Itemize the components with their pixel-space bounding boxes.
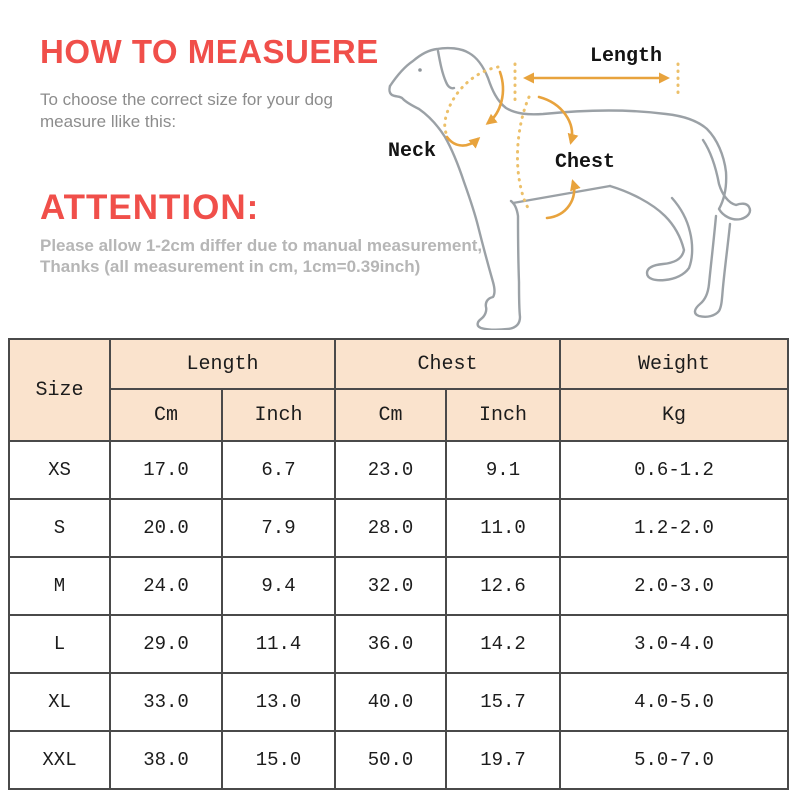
attention-note: Please allow 1-2cm differ due to manual … xyxy=(40,235,482,277)
cell-size: XL xyxy=(8,672,111,732)
cell-size: XXL xyxy=(8,730,111,790)
cell-weight: 5.0-7.0 xyxy=(559,730,790,790)
cell-length-cm: 33.0 xyxy=(109,672,223,732)
cell-chest-inch: 12.6 xyxy=(445,556,562,616)
cell-chest-cm: 40.0 xyxy=(334,672,448,732)
size-chart: Size Length Chest Weight Cm Inch Cm Inch… xyxy=(8,338,790,790)
measurement-arrows xyxy=(445,70,665,220)
cell-size: S xyxy=(8,498,111,558)
neck-guide-arc xyxy=(443,65,500,137)
dog-near-hind-leg xyxy=(608,184,694,282)
column-header-length: Length xyxy=(108,338,337,390)
measurement-guides xyxy=(443,62,680,213)
column-header-weight: Weight xyxy=(559,338,790,390)
neck-arrow-lower xyxy=(445,135,481,149)
cell-length-inch: 13.0 xyxy=(220,672,337,732)
cell-chest-inch: 15.7 xyxy=(445,672,562,732)
length-label: Length xyxy=(590,45,662,68)
table-row: S 20.0 7.9 28.0 11.0 1.2-2.0 xyxy=(8,498,790,558)
intro-line-1: To choose the correct size for your dog xyxy=(40,90,333,109)
cell-chest-inch: 19.7 xyxy=(445,730,562,790)
chest-arrow-lower xyxy=(545,179,581,220)
dog-outline-illustration xyxy=(388,46,752,330)
dog-eye xyxy=(418,68,422,72)
table-row: XL 33.0 13.0 40.0 15.7 4.0-5.0 xyxy=(8,672,790,732)
page-title: HOW TO MEASUERE xyxy=(40,33,379,70)
chest-label: Chest xyxy=(555,151,615,174)
attention-heading: ATTENTION: xyxy=(40,188,260,227)
subheader-weight-kg: Kg xyxy=(559,388,790,442)
cell-chest-cm: 28.0 xyxy=(334,498,448,558)
subheader-chest-cm: Cm xyxy=(334,388,448,442)
length-arrowheads xyxy=(523,72,670,84)
cell-length-inch: 11.4 xyxy=(220,614,337,674)
cell-chest-inch: 11.0 xyxy=(445,498,562,558)
attention-note-line-1: Please allow 1-2cm differ due to manual … xyxy=(40,236,483,255)
dog-belly-line xyxy=(511,184,612,205)
cell-length-cm: 38.0 xyxy=(109,730,223,790)
cell-chest-inch: 14.2 xyxy=(445,614,562,674)
cell-weight: 2.0-3.0 xyxy=(559,556,790,616)
dog-front-outline xyxy=(388,84,522,330)
intro-line-2: measure llike this: xyxy=(40,112,177,131)
table-row: L 29.0 11.4 36.0 14.2 3.0-4.0 xyxy=(8,614,790,674)
subheader-chest-inch: Inch xyxy=(445,388,562,442)
cell-length-cm: 20.0 xyxy=(109,498,223,558)
attention-note-line-2: Thanks (all measurement in cm, 1cm=0.39i… xyxy=(40,257,421,276)
cell-length-cm: 17.0 xyxy=(109,440,223,500)
column-header-chest: Chest xyxy=(334,338,562,390)
dog-far-hind-leg xyxy=(693,214,732,318)
cell-length-cm: 24.0 xyxy=(109,556,223,616)
length-arrowhead-right xyxy=(659,72,670,84)
cell-weight: 4.0-5.0 xyxy=(559,672,790,732)
chest-arrow-upper xyxy=(537,95,579,145)
neck-label: Neck xyxy=(388,140,436,163)
dog-measurement-diagram: Length Neck Chest xyxy=(358,20,798,330)
length-arrowhead-left xyxy=(523,72,534,84)
chest-guide-arc xyxy=(516,95,532,213)
size-chart-table: Size Length Chest Weight Cm Inch Cm Inch… xyxy=(8,338,790,790)
cell-weight: 0.6-1.2 xyxy=(559,440,790,500)
dog-top-outline xyxy=(388,46,752,221)
cell-chest-inch: 9.1 xyxy=(445,440,562,500)
cell-chest-cm: 32.0 xyxy=(334,556,448,616)
cell-length-inch: 15.0 xyxy=(220,730,337,790)
table-row: M 24.0 9.4 32.0 12.6 2.0-3.0 xyxy=(8,556,790,616)
cell-length-inch: 7.9 xyxy=(220,498,337,558)
cell-weight: 1.2-2.0 xyxy=(559,498,790,558)
cell-size: XS xyxy=(8,440,111,500)
cell-length-inch: 6.7 xyxy=(220,440,337,500)
cell-length-inch: 9.4 xyxy=(220,556,337,616)
cell-size: M xyxy=(8,556,111,616)
dog-ear xyxy=(436,49,456,90)
table-row: XS 17.0 6.7 23.0 9.1 0.6-1.2 xyxy=(8,440,790,500)
cell-length-cm: 29.0 xyxy=(109,614,223,674)
intro-text: To choose the correct size for your dog … xyxy=(40,89,333,133)
cell-size: L xyxy=(8,614,111,674)
cell-weight: 3.0-4.0 xyxy=(559,614,790,674)
subheader-length-cm: Cm xyxy=(109,388,223,442)
column-header-size: Size xyxy=(8,338,111,442)
neck-arrow-upper xyxy=(485,70,505,125)
table-row: XXL 38.0 15.0 50.0 19.7 5.0-7.0 xyxy=(8,730,790,790)
cell-chest-cm: 36.0 xyxy=(334,614,448,674)
subheader-length-inch: Inch xyxy=(220,388,337,442)
dog-diagram-svg: Length Neck Chest xyxy=(388,45,752,330)
cell-chest-cm: 23.0 xyxy=(334,440,448,500)
cell-chest-cm: 50.0 xyxy=(334,730,448,790)
